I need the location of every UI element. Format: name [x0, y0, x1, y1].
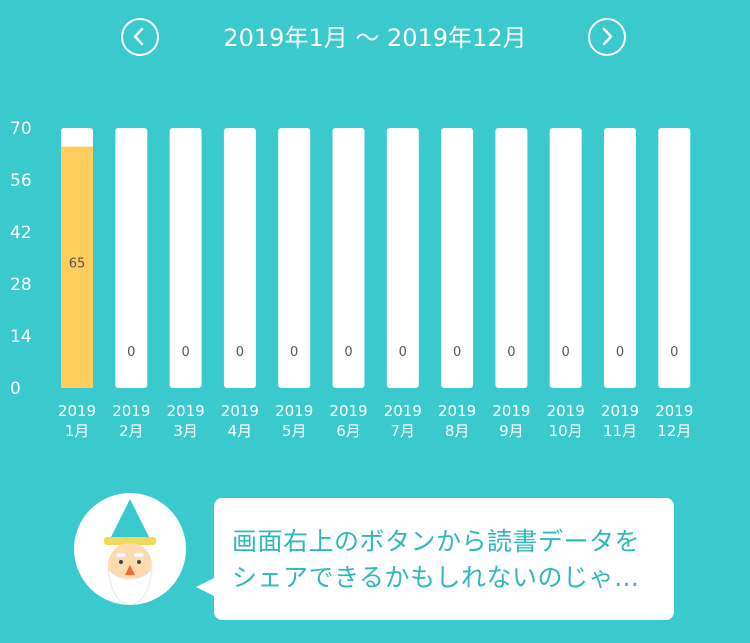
x-tick-label-month: 9月 [499, 422, 524, 440]
x-tick-label-month: 5月 [282, 422, 307, 440]
x-tick-label-month: 4月 [228, 422, 253, 440]
bar [61, 146, 93, 388]
bar-track [386, 128, 419, 388]
y-tick-label: 56 [10, 171, 32, 191]
y-tick-label: 42 [10, 223, 32, 243]
x-tick-label-year: 2019 [655, 402, 693, 420]
bar-track [658, 128, 691, 388]
prev-period-button[interactable] [121, 18, 159, 56]
header: 2019年1月 〜 2019年12月 [0, 0, 750, 80]
x-tick-label-month: 10月 [549, 422, 583, 440]
bar-value-label: 0 [507, 345, 515, 360]
x-tick-label-month: 8月 [445, 422, 470, 440]
x-tick-label-year: 2019 [384, 402, 422, 420]
x-tick-label-year: 2019 [167, 402, 205, 420]
wizard-message: 画面右上のボタンから読書データを シェアできるかもしれないのじゃ… [232, 524, 662, 596]
x-tick-label-year: 2019 [438, 402, 476, 420]
y-tick-label: 70 [10, 119, 32, 139]
bar-value-label: 0 [616, 345, 624, 360]
x-tick-label-month: 1月 [65, 422, 90, 440]
x-tick-label-month: 6月 [336, 422, 361, 440]
x-tick-label-month: 7月 [391, 422, 416, 440]
bar-value-label: 0 [453, 345, 461, 360]
y-tick-label: 0 [10, 379, 21, 399]
bar-value-label: 0 [236, 345, 244, 360]
x-tick-label-month: 11月 [603, 422, 637, 440]
speech-bubble-tail [196, 577, 216, 597]
period-title: 2019年1月 〜 2019年12月 [223, 24, 527, 52]
bar-track [495, 128, 528, 388]
chevron-right-icon [602, 27, 613, 46]
bar-value-label: 0 [562, 345, 570, 360]
bar-track [604, 128, 636, 388]
bar-track [169, 128, 202, 388]
bar-value-label: 0 [344, 345, 352, 360]
bar-value-label: 0 [670, 345, 678, 360]
bar-track [223, 128, 256, 388]
x-tick-label-month: 12月 [657, 422, 691, 440]
x-tick-label-year: 2019 [58, 402, 96, 420]
bar-value-label: 65 [69, 256, 86, 271]
x-tick-label-year: 2019 [112, 402, 150, 420]
y-tick-label: 14 [10, 327, 32, 347]
x-tick-label-year: 2019 [547, 402, 585, 420]
bar-value-label: 0 [127, 345, 135, 360]
x-tick-label-year: 2019 [275, 402, 313, 420]
message-line-2: シェアできるかもしれないのじゃ… [232, 563, 640, 592]
speech-bubble: 画面右上のボタンから読書データを シェアできるかもしれないのじゃ… [214, 498, 674, 620]
x-tick-label-month: 3月 [173, 422, 198, 440]
bar-track [115, 128, 148, 388]
bar-track [441, 128, 474, 388]
bar-track [332, 128, 365, 388]
x-tick-label-month: 2月 [119, 422, 144, 440]
x-tick-label-year: 2019 [221, 402, 259, 420]
y-tick-label: 28 [10, 275, 32, 295]
wizard-avatar-icon [74, 493, 186, 605]
monthly-reading-chart: 0 14 28 42 56 70 65 2019 1月 0 2019 2月 0 2019 3月 0 2019 4月… [10, 119, 693, 440]
message-line-1: 画面右上のボタンから読書データを [232, 527, 641, 556]
next-period-button[interactable] [588, 18, 626, 56]
bar-track [278, 128, 311, 388]
bar-value-label: 0 [181, 345, 189, 360]
bar-value-label: 0 [290, 345, 298, 360]
x-tick-label-year: 2019 [601, 402, 639, 420]
x-tick-label-year: 2019 [492, 402, 530, 420]
x-tick-label-year: 2019 [329, 402, 367, 420]
bar-value-label: 0 [399, 345, 407, 360]
chevron-left-icon [133, 27, 144, 46]
bar-track [549, 128, 582, 388]
